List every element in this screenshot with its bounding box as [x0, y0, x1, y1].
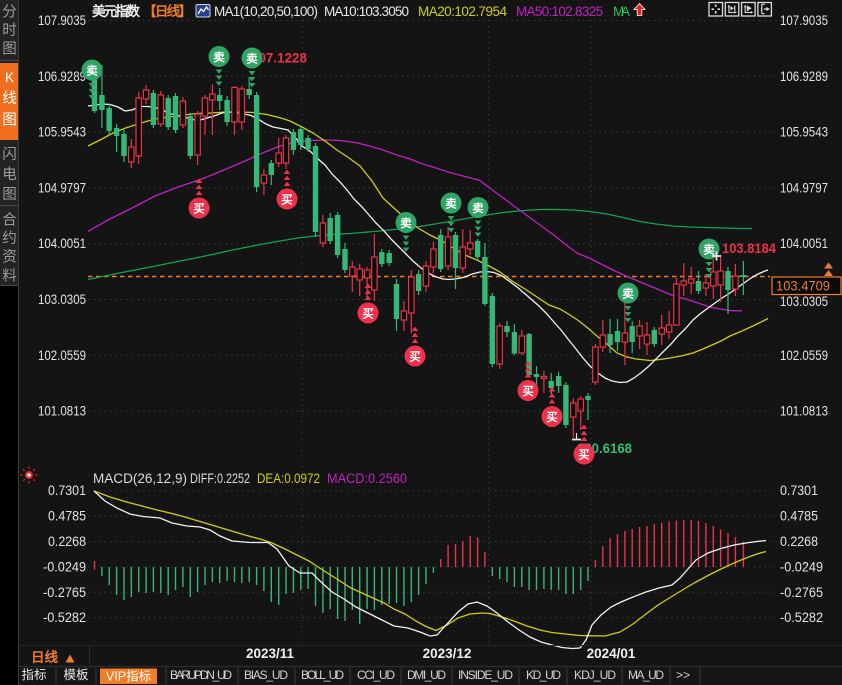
- svg-text:-0.2765: -0.2765: [43, 585, 86, 600]
- svg-text:2024/01: 2024/01: [587, 646, 636, 661]
- svg-text:>>: >>: [676, 668, 690, 682]
- svg-text:指标: 指标: [21, 667, 46, 682]
- svg-text:资: 资: [2, 249, 17, 266]
- svg-text:图: 图: [2, 113, 17, 129]
- svg-text:0.2268: 0.2268: [48, 534, 86, 549]
- svg-text:卖: 卖: [703, 243, 715, 257]
- svg-text:买: 买: [362, 308, 374, 321]
- svg-text:MA10:103.3050: MA10:103.3050: [324, 4, 409, 19]
- svg-text:107.9035: 107.9035: [780, 13, 828, 28]
- svg-text:2023/12: 2023/12: [423, 646, 472, 661]
- svg-text:卖: 卖: [213, 50, 225, 64]
- svg-text:-0.2765: -0.2765: [780, 585, 823, 600]
- svg-text:买: 买: [193, 203, 205, 216]
- svg-text:107.1228: 107.1228: [251, 51, 307, 66]
- svg-text:合: 合: [2, 212, 17, 229]
- svg-text:卖: 卖: [400, 216, 412, 230]
- svg-text:买: 买: [281, 194, 293, 207]
- svg-text:图: 图: [2, 187, 17, 203]
- svg-text:104.0051: 104.0051: [38, 236, 86, 251]
- svg-text:-0.0249: -0.0249: [43, 559, 86, 574]
- svg-text:卖: 卖: [472, 201, 484, 215]
- svg-text:2023/11: 2023/11: [246, 646, 295, 661]
- svg-text:105.9543: 105.9543: [780, 125, 828, 140]
- svg-text:MA_UD: MA_UD: [628, 668, 664, 682]
- svg-text:101.0813: 101.0813: [38, 404, 86, 419]
- svg-text:时: 时: [2, 22, 17, 39]
- svg-text:-0.0249: -0.0249: [780, 559, 823, 574]
- svg-text:K: K: [5, 70, 14, 85]
- svg-text:0.2268: 0.2268: [780, 534, 818, 549]
- svg-text:KD_UD: KD_UD: [526, 668, 561, 682]
- svg-text:CCI_UD: CCI_UD: [357, 668, 395, 682]
- svg-text:MA20:102.7954: MA20:102.7954: [418, 4, 507, 19]
- svg-text:电: 电: [2, 166, 17, 183]
- svg-text:VIP指标: VIP指标: [106, 669, 151, 684]
- svg-text:103.8184: 103.8184: [722, 241, 776, 256]
- svg-text:MA50:102.8325: MA50:102.8325: [516, 4, 603, 19]
- svg-text:-0.5282: -0.5282: [780, 610, 823, 625]
- svg-text:-0.5282: -0.5282: [43, 610, 86, 625]
- svg-text:模板: 模板: [63, 668, 89, 682]
- svg-text:104.0051: 104.0051: [780, 236, 828, 251]
- svg-text:DEA:0.0972: DEA:0.0972: [257, 471, 320, 486]
- svg-text:KDJ_UD: KDJ_UD: [574, 668, 616, 682]
- svg-text:0.4785: 0.4785: [48, 509, 86, 524]
- svg-text:卖: 卖: [246, 52, 258, 66]
- svg-text:线: 线: [2, 90, 17, 107]
- svg-text:0.4785: 0.4785: [780, 509, 818, 524]
- svg-text:【日线】: 【日线】: [143, 3, 192, 19]
- svg-text:DIFF:0.2252: DIFF:0.2252: [190, 471, 250, 486]
- svg-text:MA1(10,20,50,100): MA1(10,20,50,100): [214, 4, 318, 19]
- svg-text:BOLL_UD: BOLL_UD: [301, 668, 344, 682]
- svg-text:图: 图: [2, 42, 17, 58]
- svg-text:BIAS_UD: BIAS_UD: [244, 668, 288, 682]
- svg-text:DMI_UD: DMI_UD: [407, 668, 446, 682]
- svg-text:MACD:0.2560: MACD:0.2560: [327, 471, 407, 486]
- svg-text:103.0305: 103.0305: [780, 294, 828, 309]
- svg-text:106.9289: 106.9289: [38, 69, 86, 84]
- svg-text:卖: 卖: [622, 287, 634, 301]
- svg-text:买: 买: [409, 351, 421, 364]
- svg-text:买: 买: [522, 385, 534, 398]
- svg-text:102.0559: 102.0559: [780, 348, 828, 363]
- svg-text:107.9035: 107.9035: [38, 13, 86, 28]
- svg-text:0.7301: 0.7301: [780, 483, 818, 498]
- svg-text:102.0559: 102.0559: [38, 348, 86, 363]
- svg-text:104.9797: 104.9797: [780, 180, 828, 195]
- svg-text:MA: MA: [613, 4, 630, 19]
- svg-text:买: 买: [578, 449, 590, 462]
- svg-text:104.9797: 104.9797: [38, 180, 86, 195]
- svg-text:103.0305: 103.0305: [38, 292, 86, 307]
- svg-text:日线: 日线: [31, 649, 58, 665]
- svg-text:分: 分: [2, 4, 17, 21]
- svg-text:0.7301: 0.7301: [48, 483, 86, 498]
- svg-text:美元指数: 美元指数: [92, 3, 141, 19]
- svg-text:卖: 卖: [445, 197, 457, 211]
- svg-text:卖: 卖: [86, 64, 98, 78]
- svg-text:BARUPDN_UD: BARUPDN_UD: [170, 668, 232, 682]
- svg-text:106.9289: 106.9289: [780, 69, 828, 84]
- svg-text:INSIDE_UD: INSIDE_UD: [458, 668, 513, 682]
- svg-text:MACD(26,12,9): MACD(26,12,9): [93, 471, 187, 486]
- svg-text:约: 约: [2, 230, 17, 247]
- svg-text:101.0813: 101.0813: [780, 404, 828, 419]
- svg-text:103.4709: 103.4709: [776, 279, 830, 294]
- svg-text:买: 买: [546, 411, 558, 424]
- svg-text:料: 料: [2, 267, 17, 284]
- svg-text:闪: 闪: [2, 146, 17, 163]
- svg-text:105.9543: 105.9543: [38, 125, 86, 140]
